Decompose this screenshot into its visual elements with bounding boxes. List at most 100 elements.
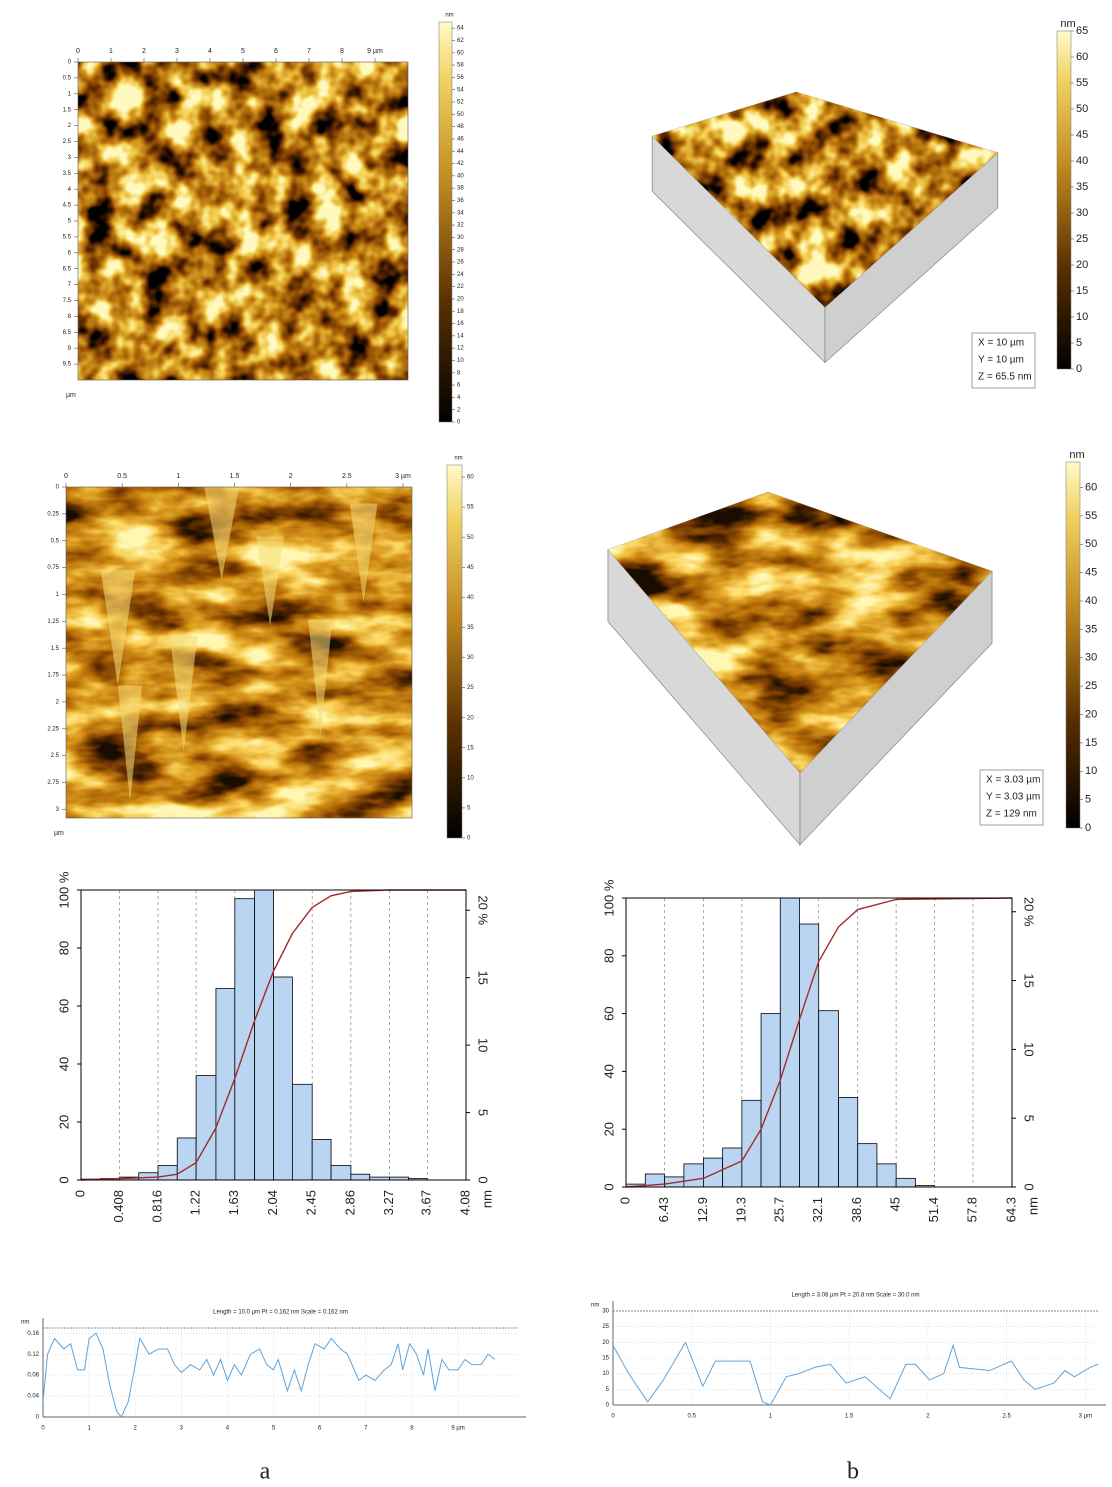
info-line: Y = 3.03 µm (986, 792, 1040, 803)
bar (896, 1178, 915, 1187)
y-unit: µm (54, 830, 64, 837)
y-tick-label: 4 (68, 187, 72, 193)
y-tick-label: 7 (68, 282, 72, 288)
bar (839, 1097, 858, 1187)
y-tick-label: 20 (56, 1115, 71, 1129)
y-tick-label: 30 (602, 1309, 609, 1315)
info-line: X = 10 µm (978, 338, 1024, 349)
figure: a b 0123456789 µm00.511.522.533.544.555.… (0, 0, 1112, 1487)
colorbar-tick-label: 20 (457, 297, 464, 303)
colorbar-tick-label: 50 (1076, 103, 1088, 115)
colorbar (447, 465, 462, 838)
colorbar-tick-label: 40 (457, 173, 464, 179)
colorbar-tick-label: 65 (1076, 25, 1088, 37)
y-tick-label: 1.25 (47, 619, 59, 625)
bar (139, 1173, 158, 1180)
colorbar-tick-label: 5 (1085, 794, 1091, 806)
bar (351, 1174, 370, 1180)
y-tick-label: 40 (601, 1064, 616, 1078)
colorbar-tick-label: 5 (467, 805, 471, 811)
x-tick-label: 3 µm (395, 473, 411, 480)
colorbar-tick-label: 10 (1085, 765, 1097, 777)
bar (684, 1164, 704, 1187)
y-tick-label: 2.5 (63, 139, 72, 145)
x-tick-label: 2.86 (342, 1190, 357, 1215)
colorbar-tick-label: 4 (457, 395, 461, 401)
x-tick-label: 2.04 (265, 1190, 280, 1215)
colorbar-tick-label: 40 (1076, 155, 1088, 167)
y-tick-label: 1 (56, 592, 60, 598)
colorbar-tick-label: 25 (467, 685, 474, 691)
profile-title: Length = 10.0 µm Pt = 0.162 nm Scale = 0… (213, 1310, 348, 1316)
y-tick-label: 1.5 (63, 107, 72, 113)
colorbar-tick-label: 50 (457, 112, 464, 118)
colorbar-tick-label: 35 (1085, 623, 1097, 635)
colorbar-tick-label: 2 (457, 407, 461, 413)
y-tick-label: 0 (68, 60, 72, 66)
colorbar-tick-label: 24 (457, 272, 464, 278)
x-tick-label: 0 (76, 48, 80, 55)
x-tick-label: 8 (410, 1426, 414, 1432)
y2-tick-label: 20 % (1022, 897, 1037, 927)
y-tick-label: 2.5 (51, 753, 60, 759)
y-tick-label: 0 (606, 1403, 610, 1409)
caption: a (260, 1459, 271, 1485)
x-tick-label: 3 µm (1079, 1414, 1092, 1420)
colorbar-tick-label: 12 (457, 346, 464, 352)
x-tick-label: 0 (611, 1414, 615, 1420)
x-tick-label: 0 (64, 473, 68, 480)
x-tick-label: 2 (134, 1426, 138, 1432)
x-tick-label: 0.408 (111, 1190, 126, 1223)
y-tick-label: 0 (36, 1415, 40, 1421)
x-tick-label: 57.8 (964, 1197, 979, 1222)
bar (158, 1166, 177, 1181)
y-unit: µm (66, 392, 76, 399)
bar (703, 1158, 722, 1187)
x-tick-label: 45 (888, 1197, 903, 1211)
x-tick-label: 4 (208, 48, 212, 55)
y-tick-label: 1.5 (51, 646, 60, 652)
y-tick-label: 4.5 (63, 203, 72, 209)
y2-tick-label: 0 (1022, 1183, 1037, 1190)
colorbar-tick-label: 60 (467, 475, 474, 481)
x-tick-label: 1 (176, 473, 180, 480)
y-tick-label: 80 (56, 941, 71, 955)
y2-tick-label: 5 (476, 1109, 491, 1116)
x-tick-label: 1.22 (188, 1190, 203, 1215)
colorbar-tick-label: 62 (457, 38, 464, 44)
colorbar-tick-label: 45 (467, 565, 474, 571)
colorbar-tick-label: 32 (457, 223, 464, 229)
colorbar-tick-label: 15 (467, 745, 474, 751)
x-tick-label: 1.5 (230, 473, 240, 480)
x-tick-label: 6.43 (656, 1197, 671, 1222)
y2-tick-label: 15 (1022, 973, 1037, 987)
colorbar-tick-label: 15 (1085, 737, 1097, 749)
colorbar-tick-label: 52 (457, 100, 464, 106)
x-tick-label: 8 (340, 48, 344, 55)
y-unit: nm (21, 1320, 29, 1326)
colorbar-tick-label: 35 (467, 625, 474, 631)
x-unit: nm (479, 1190, 494, 1208)
info-line: Z = 129 nm (986, 809, 1037, 820)
colorbar-tick-label: 22 (457, 284, 464, 290)
colorbar-tick-label: 58 (457, 63, 464, 69)
x-tick-label: 2 (926, 1414, 930, 1420)
x-tick-label: 1 (769, 1414, 773, 1420)
colorbar-unit: nm (445, 13, 453, 19)
x-tick-label: 4.08 (457, 1190, 472, 1215)
y-tick-label: 1 (68, 91, 72, 97)
colorbar-tick-label: 0 (1085, 822, 1091, 834)
colorbar-tick-label: 8 (457, 370, 461, 376)
y-tick-label: 0.04 (27, 1394, 39, 1400)
y-tick-label: 6.5 (63, 266, 72, 272)
colorbar-tick-label: 6 (457, 383, 461, 389)
bar (877, 1164, 896, 1187)
y-tick-label: 7.5 (63, 298, 72, 304)
bar (761, 1014, 780, 1187)
colorbar-tick-label: 25 (1076, 233, 1088, 245)
x-tick-label: 64.3 (1003, 1197, 1018, 1222)
colorbar-tick-label: 40 (1085, 595, 1097, 607)
bar (799, 924, 818, 1187)
y-tick-label: 3.5 (63, 171, 72, 177)
bar (331, 1166, 351, 1181)
